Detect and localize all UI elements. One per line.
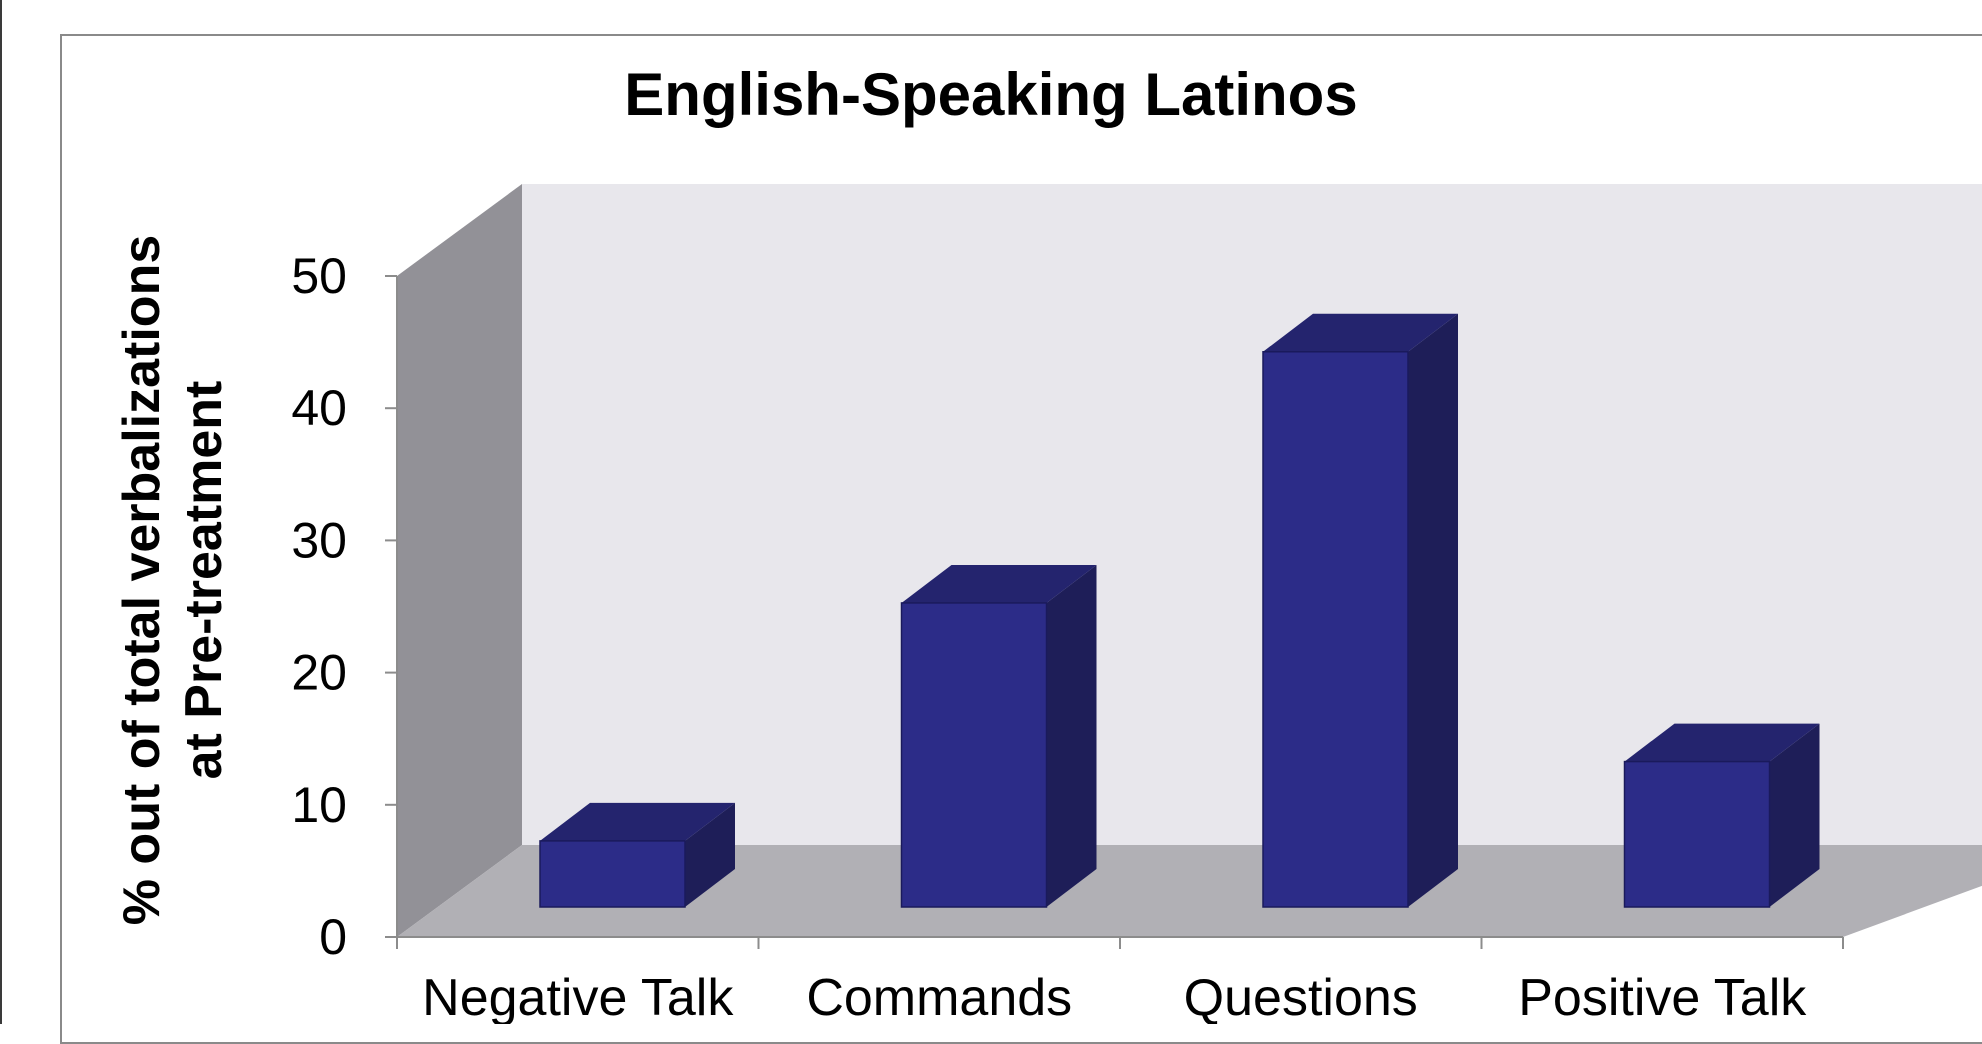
bar-side [1769, 723, 1820, 907]
bar-top [1624, 723, 1820, 762]
y-tick-label: 10 [291, 777, 347, 833]
x-category-label: Negative Talk [422, 969, 734, 1024]
bar-top [901, 564, 1097, 603]
bar [900, 602, 1048, 908]
side-wall [397, 184, 522, 937]
bar [539, 840, 686, 908]
bar [1262, 351, 1409, 908]
bar-side [1046, 564, 1097, 907]
bar-top [1263, 313, 1458, 352]
x-category-label: Commands [806, 969, 1072, 1024]
floor [397, 845, 1982, 937]
y-tick-label: 20 [291, 645, 347, 701]
y-tick-label: 30 [291, 512, 347, 568]
x-category-label: Questions [1184, 969, 1418, 1024]
left-edge-rule [0, 0, 2, 1024]
bar [1623, 760, 1771, 908]
y-tick-label: 50 [291, 248, 347, 304]
back-wall [522, 184, 1982, 845]
y-tick-label: 40 [291, 380, 347, 436]
x-category-label: Positive Talk [1518, 969, 1807, 1024]
y-tick-label: 0 [319, 909, 347, 965]
bar-side [1408, 313, 1458, 907]
chart-title: English-Speaking Latinos [624, 61, 1358, 128]
bar-side [685, 802, 735, 907]
bar-top [540, 802, 735, 841]
